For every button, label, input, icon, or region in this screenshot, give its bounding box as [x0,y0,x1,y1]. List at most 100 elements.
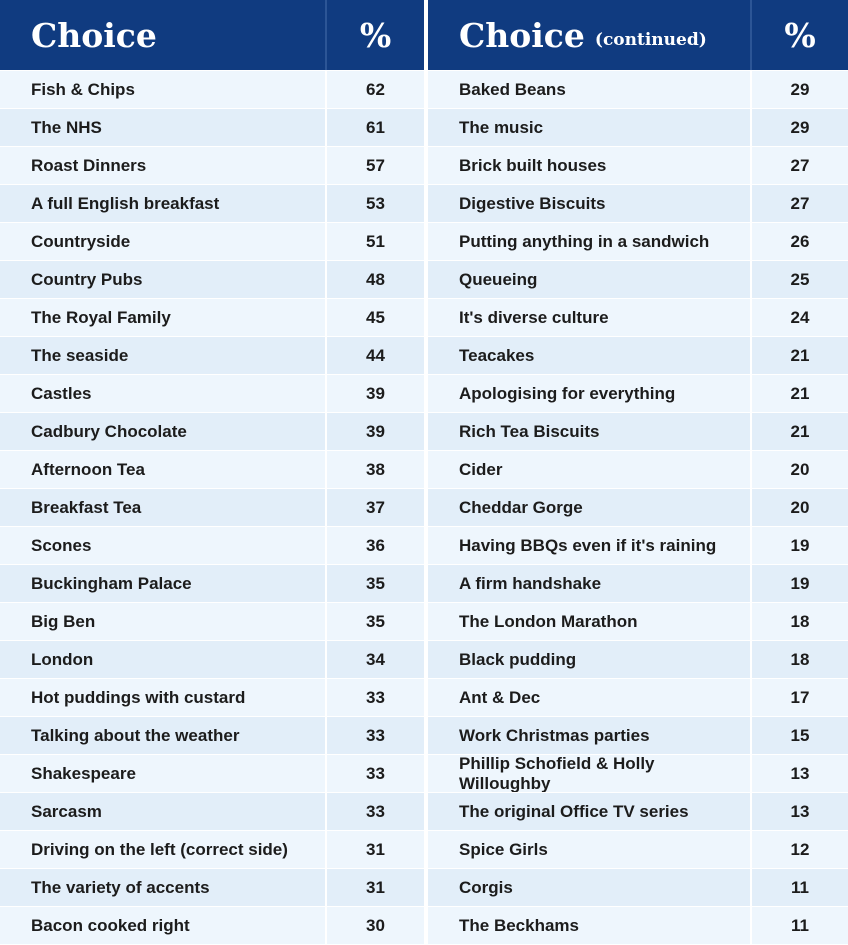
percent-cell: 53 [325,184,424,222]
percent-cell: 19 [750,564,848,602]
choice-cell: The original Office TV series [428,792,750,830]
percent-cell: 57 [325,146,424,184]
header-title: Choice [31,15,157,55]
percent-cell: 34 [325,640,424,678]
header-cell: % [325,0,424,70]
choice-cell: Apologising for everything [428,374,750,412]
percent-cell: 45 [325,298,424,336]
percent-cell: 12 [750,830,848,868]
percent-cell: 18 [750,602,848,640]
choice-cell: Driving on the left (correct side) [0,830,325,868]
choice-cell: The variety of accents [0,868,325,906]
choice-cell: The Beckhams [428,906,750,944]
percent-cell: 61 [325,108,424,146]
percent-cell: 62 [325,70,424,108]
choice-cell: Talking about the weather [0,716,325,754]
percent-cell: 11 [750,906,848,944]
percent-cell: 13 [750,754,848,792]
header-cell: Choice (continued) [428,0,750,70]
percent-cell: 11 [750,868,848,906]
percent-cell: 15 [750,716,848,754]
percent-cell: 29 [750,108,848,146]
percent-cell: 48 [325,260,424,298]
choice-cell: Spice Girls [428,830,750,868]
choice-cell: The Royal Family [0,298,325,336]
percent-cell: 27 [750,146,848,184]
choice-cell: A full English breakfast [0,184,325,222]
choice-cell: Cider [428,450,750,488]
percent-cell: 33 [325,792,424,830]
choice-cell: Baked Beans [428,70,750,108]
percent-cell: 27 [750,184,848,222]
percent-cell: 21 [750,336,848,374]
percent-cell: 20 [750,450,848,488]
choice-cell: Digestive Biscuits [428,184,750,222]
choice-cell: Black pudding [428,640,750,678]
choice-cell: Breakfast Tea [0,488,325,526]
percent-cell: 30 [325,906,424,944]
header-title: Choice [459,15,585,55]
choice-cell: Having BBQs even if it's raining [428,526,750,564]
choice-cell: Queueing [428,260,750,298]
choice-cell: Corgis [428,868,750,906]
percent-cell: 25 [750,260,848,298]
percent-cell: 35 [325,602,424,640]
choice-cell: London [0,640,325,678]
percent-cell: 13 [750,792,848,830]
choice-cell: Shakespeare [0,754,325,792]
choice-cell: Putting anything in a sandwich [428,222,750,260]
choice-cell: Cheddar Gorge [428,488,750,526]
choice-cell: Scones [0,526,325,564]
choice-cell: Big Ben [0,602,325,640]
percent-cell: 20 [750,488,848,526]
choice-cell: Teacakes [428,336,750,374]
choice-cell: Hot puddings with custard [0,678,325,716]
percent-cell: 39 [325,374,424,412]
header-cell: % [750,0,848,70]
percent-cell: 29 [750,70,848,108]
percent-cell: 33 [325,678,424,716]
percent-cell: 18 [750,640,848,678]
table: Choice (continued)% Baked Beans 29 The music… [428,0,848,945]
choice-cell: Buckingham Palace [0,564,325,602]
percent-cell: 19 [750,526,848,564]
choice-cell: The NHS [0,108,325,146]
table: Choice% Fish & Chips 62 The NHS 61 Roast Dinn… [0,0,424,944]
choice-cell: Phillip Schofield & Holly Willoughby [428,754,750,793]
percent-cell: 51 [325,222,424,260]
choice-cell: The seaside [0,336,325,374]
header-note: (continued) [594,30,707,50]
choice-cell: Roast Dinners [0,146,325,184]
percent-cell: 24 [750,298,848,336]
percent-cell: 21 [750,374,848,412]
header-cell: Choice [0,0,325,70]
percent-cell: 33 [325,754,424,792]
choice-cell: Work Christmas parties [428,716,750,754]
choice-cell: Fish & Chips [0,70,325,108]
percent-cell: 38 [325,450,424,488]
choice-cell: Castles [0,374,325,412]
choice-cell: Rich Tea Biscuits [428,412,750,450]
percent-cell: 36 [325,526,424,564]
choice-cell: The London Marathon [428,602,750,640]
choice-cell: Cadbury Chocolate [0,412,325,450]
choice-cell: The music [428,108,750,146]
percent-cell: 39 [325,412,424,450]
percent-cell: 44 [325,336,424,374]
percent-cell: 31 [325,830,424,868]
choice-cell: A firm handshake [428,564,750,602]
choice-cell: Brick built houses [428,146,750,184]
percent-cell: 17 [750,678,848,716]
percent-cell: 37 [325,488,424,526]
choice-cell: Afternoon Tea [0,450,325,488]
choice-cell: Ant & Dec [428,678,750,716]
choice-cell: Sarcasm [0,792,325,830]
choice-cell: Country Pubs [0,260,325,298]
percent-cell: 26 [750,222,848,260]
choice-cell: It's diverse culture [428,298,750,336]
choice-cell: Bacon cooked right [0,906,325,944]
percent-cell: 21 [750,412,848,450]
percent-cell: 35 [325,564,424,602]
percent-cell: 33 [325,716,424,754]
